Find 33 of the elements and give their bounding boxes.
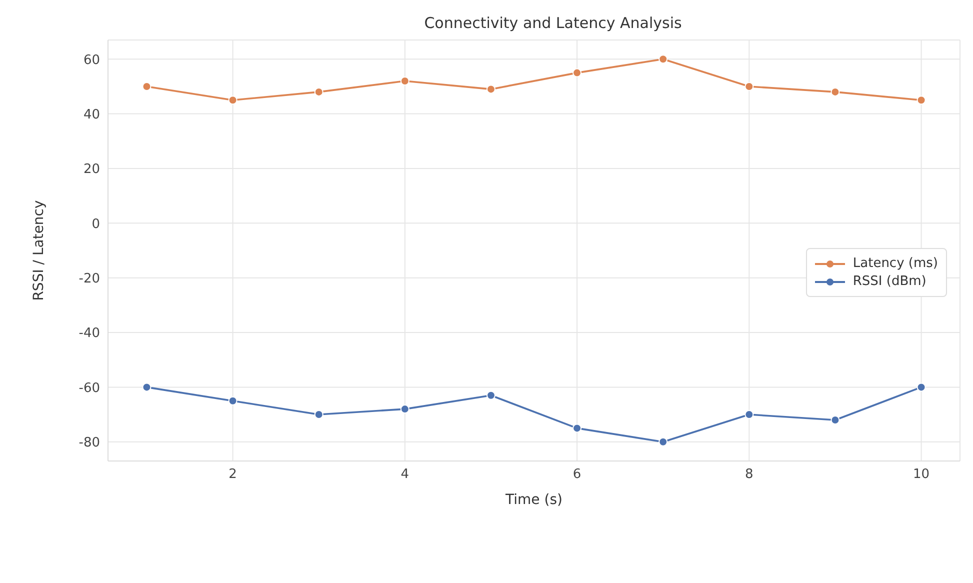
y-axis-title: RSSI / Latency: [30, 200, 47, 301]
legend-label: Latency (ms): [852, 256, 938, 271]
y-tick-label: 40: [83, 107, 100, 122]
y-tick-label: -40: [78, 326, 100, 342]
x-tick-label: 2: [228, 467, 237, 482]
point: [744, 410, 754, 420]
y-tick-label: -20: [78, 271, 100, 286]
x-tick-label: 8: [745, 467, 754, 482]
point: [744, 82, 754, 91]
x-tick-label: 4: [400, 467, 410, 482]
legend-label: RSSI (dBm): [852, 274, 926, 289]
x-tick-label: 6: [572, 467, 582, 482]
point: [572, 424, 582, 433]
x-tick-label: 10: [913, 467, 930, 482]
point: [228, 396, 238, 406]
y-tick-label: -60: [78, 380, 100, 396]
y-tick-label: 60: [83, 52, 100, 68]
point: [658, 54, 668, 64]
point: [142, 382, 152, 392]
chart-title: Connectivity and Latency Analysis: [424, 14, 682, 32]
point: [916, 96, 926, 105]
y-tick-label: 20: [83, 162, 100, 178]
point: [486, 84, 496, 94]
point: [486, 390, 496, 400]
y-tick-label: 0: [92, 216, 100, 232]
y-tick-label: -80: [78, 435, 100, 450]
x-axis-title: Time (s): [504, 492, 562, 508]
point: [572, 68, 582, 78]
point: [400, 76, 410, 86]
point: [400, 404, 410, 414]
point: [916, 382, 926, 392]
point: [228, 96, 238, 105]
point: [658, 437, 668, 446]
